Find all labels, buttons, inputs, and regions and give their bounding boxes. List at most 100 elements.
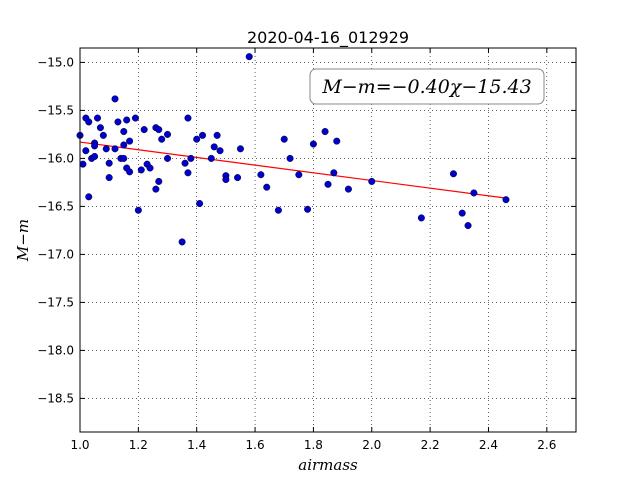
x-tick-label: 1.4: [187, 438, 206, 452]
data-point: [330, 169, 338, 177]
data-point: [280, 135, 288, 143]
data-point: [96, 124, 104, 132]
data-point: [126, 168, 134, 176]
x-tick-label: 1.8: [304, 438, 323, 452]
data-point: [82, 147, 90, 155]
data-point: [417, 214, 425, 222]
y-axis-label: M−m: [14, 219, 32, 262]
data-point: [502, 196, 510, 204]
data-point: [187, 154, 195, 162]
x-tick-label: 1.0: [70, 438, 89, 452]
data-point: [222, 176, 230, 184]
data-point: [126, 137, 134, 145]
data-point: [91, 142, 99, 150]
data-point: [309, 140, 317, 148]
data-point: [274, 206, 282, 214]
data-point: [137, 166, 145, 174]
annotation-text: M−m=−0.40χ−15.43: [321, 76, 531, 98]
data-point: [85, 193, 93, 201]
x-tick-label: 2.4: [479, 438, 498, 452]
data-point: [85, 118, 93, 126]
data-point: [368, 177, 376, 185]
y-tick-label: −17.5: [37, 295, 74, 309]
data-point: [464, 222, 472, 230]
data-point: [152, 185, 160, 193]
data-point: [286, 154, 294, 162]
annotation-box: [309, 68, 545, 105]
data-point: [131, 114, 139, 122]
data-point: [134, 206, 142, 214]
y-tick-labels: −15.0 −15.5 −16.0 −16.5 −17.0 −17.5 −18.0 −18.5: [37, 55, 74, 405]
data-point: [470, 189, 478, 197]
data-points: [76, 53, 510, 246]
data-point: [184, 169, 192, 177]
fit-line-group: [79, 141, 507, 199]
data-point: [155, 126, 163, 134]
data-point: [181, 159, 189, 167]
y-tick-label: −18.0: [37, 343, 74, 357]
data-point: [140, 126, 148, 134]
data-point: [120, 128, 128, 136]
data-point: [210, 143, 218, 151]
fit-annotation: M−m=−0.40χ−15.43: [309, 68, 545, 105]
data-point: [155, 177, 163, 185]
fit-line: [79, 141, 507, 199]
data-point: [178, 238, 186, 246]
data-point: [114, 118, 122, 126]
data-point: [458, 209, 466, 217]
data-point: [146, 164, 154, 172]
data-point: [120, 154, 128, 162]
data-point: [102, 145, 110, 153]
x-tick-label: 1.2: [129, 438, 148, 452]
data-point: [99, 131, 107, 139]
x-tick-label: 2.0: [362, 438, 381, 452]
data-point: [184, 114, 192, 122]
data-point: [257, 171, 265, 179]
x-tick-label: 1.6: [246, 438, 265, 452]
data-point: [164, 130, 172, 138]
axis-ticks: [79, 48, 576, 432]
data-point: [245, 53, 253, 61]
data-point: [79, 160, 87, 168]
data-point: [263, 183, 271, 191]
x-axis-label: airmass: [298, 456, 358, 474]
data-point: [111, 145, 119, 153]
data-point: [449, 170, 457, 178]
y-tick-label: −16.0: [37, 151, 74, 165]
plot-frame: [79, 47, 577, 433]
data-point: [123, 116, 131, 124]
data-point: [234, 174, 242, 182]
data-point: [193, 135, 201, 143]
y-tick-label: −16.5: [37, 199, 74, 213]
data-point: [321, 128, 329, 136]
y-tick-label: −17.0: [37, 247, 74, 261]
data-point: [344, 185, 352, 193]
data-point: [333, 137, 341, 145]
grid: [79, 48, 576, 432]
chart-title: 2020-04-16_012929: [247, 28, 409, 48]
plot-background: [80, 48, 576, 432]
data-point: [196, 200, 204, 208]
data-point: [91, 152, 99, 160]
data-point: [120, 141, 128, 149]
y-tick-label: −18.5: [37, 391, 74, 405]
data-point: [324, 180, 332, 188]
x-tick-label: 2.6: [537, 438, 556, 452]
data-point: [199, 131, 207, 139]
data-point: [105, 159, 113, 167]
data-point: [236, 145, 244, 153]
data-point: [111, 95, 119, 103]
data-point: [164, 154, 172, 162]
data-point: [207, 154, 215, 162]
data-point: [94, 114, 102, 122]
x-tick-label: 2.2: [421, 438, 440, 452]
data-point: [158, 135, 166, 143]
data-point: [213, 131, 221, 139]
x-tick-labels: 1.0 1.2 1.4 1.6 1.8 2.0 2.2 2.4 2.6: [70, 438, 556, 452]
y-tick-label: −15.5: [37, 103, 74, 117]
data-point: [304, 205, 312, 213]
data-point: [216, 147, 224, 155]
y-tick-label: −15.0: [37, 55, 74, 69]
data-point: [105, 174, 113, 182]
